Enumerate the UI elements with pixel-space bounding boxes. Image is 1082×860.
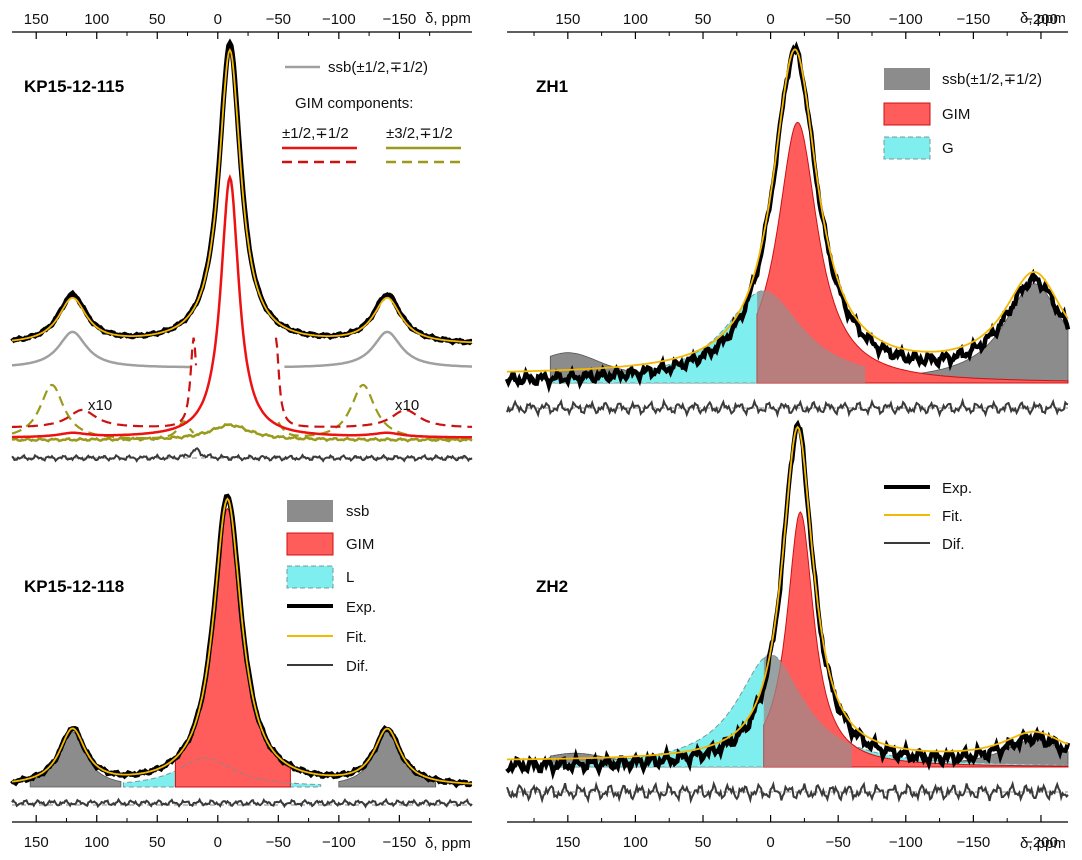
tick-label: 0	[766, 11, 774, 28]
tick-label: 50	[149, 834, 166, 851]
tick-label: −50	[266, 834, 291, 851]
gim-12-dashed-right	[274, 337, 473, 428]
tick-label: −150	[956, 834, 990, 851]
tick-label: 150	[24, 11, 49, 28]
gim-12-solid-curve	[11, 173, 472, 439]
ssb-curve-right	[284, 330, 473, 369]
tick-label: −150	[382, 834, 416, 851]
tick-label: 150	[555, 11, 580, 28]
annotation-x10-left: x10	[88, 397, 112, 414]
fit-curve	[11, 497, 473, 785]
right-top-xlabel: δ, ppm	[1020, 10, 1066, 27]
fit-curve	[507, 48, 1069, 373]
dif-curve	[506, 780, 1069, 805]
tick-label: −100	[322, 834, 356, 851]
legend-kp115: ssb(±1/2,∓1/2) GIM components: ±1/2,∓1/2…	[282, 59, 461, 164]
panel-title-zh2: ZH2	[536, 577, 568, 596]
tick-label: −50	[825, 11, 850, 28]
left-top-xlabel: δ, ppm	[425, 10, 471, 27]
ssb-curve-left	[11, 330, 192, 369]
legend-zh2-exp-text: Exp.	[942, 480, 972, 497]
legend-zh2-dif-text: Dif.	[942, 536, 965, 553]
legend-gim-swatch	[286, 532, 334, 556]
gim-12-dashed-left	[11, 337, 198, 429]
tick-label: 100	[623, 11, 648, 28]
fit-curve	[506, 425, 1069, 761]
right-top-ticks: 150 100 50 0 −50 −100 −150 −200	[533, 11, 1058, 39]
tick-label: 50	[695, 834, 712, 851]
legend-exp-text: Exp.	[346, 599, 376, 616]
legend-zh1-ssb-swatch	[884, 68, 930, 90]
legend-dif-text: Dif.	[346, 658, 369, 675]
legend-zh1-g-text: G	[942, 140, 954, 157]
tick-label: 0	[214, 834, 222, 851]
tick-label: 100	[623, 834, 648, 851]
tick-label: 100	[84, 11, 109, 28]
legend-ssb-label: ssb(±1/2,∓1/2)	[328, 59, 428, 76]
legend-l-text: L	[346, 569, 354, 586]
fit-curve	[11, 47, 473, 344]
legend-fit-text: Fit.	[346, 629, 367, 646]
legend-zh1-gim-text: GIM	[942, 106, 970, 123]
panel-zh1-curves	[504, 41, 1071, 419]
legend-zh1: ssb(±1/2,∓1/2) GIM G	[883, 68, 1042, 160]
ssb-area-left	[29, 731, 122, 788]
legend-ssb-swatch	[287, 500, 333, 522]
ssb-area-right	[338, 731, 437, 788]
panel-title-zh1: ZH1	[536, 77, 568, 96]
tick-label: 50	[695, 11, 712, 28]
dif-curve	[11, 797, 473, 809]
panel-kp115-curves	[10, 38, 473, 463]
legend-zh1-gim-swatch	[883, 102, 931, 126]
tick-label: −100	[889, 834, 923, 851]
legend-col2-label: ±3/2,∓1/2	[386, 125, 453, 142]
overlap-area	[763, 654, 852, 767]
dif-curve	[11, 447, 473, 463]
tick-label: 100	[84, 834, 109, 851]
right-bottom-ticks: 150 100 50 0 −50 −100 −150 −200	[533, 815, 1058, 851]
tick-label: −150	[382, 11, 416, 28]
tick-label: −200	[1024, 834, 1058, 851]
gim-area	[756, 121, 1069, 384]
gim-32-solid-curve	[11, 423, 473, 443]
left-top-ticks: 150 100 50 0 −50 −100 −150	[24, 11, 431, 39]
legend-zh1-g-swatch	[883, 136, 931, 160]
tick-label: 150	[555, 834, 580, 851]
legend-l-swatch	[286, 565, 334, 589]
panel-kp118-curves	[10, 493, 473, 809]
panel-title-kp115: KP15-12-115	[24, 77, 124, 96]
overlap-area	[757, 290, 866, 383]
right-bottom-xlabel: δ, ppm	[1020, 835, 1066, 852]
legend-zh2: Exp. Fit. Dif.	[884, 480, 972, 553]
legend-kp118: ssb GIM L Exp. Fit. Dif.	[286, 500, 376, 675]
legend-gim-header: GIM components:	[295, 95, 413, 112]
dif-curve	[506, 397, 1069, 419]
tick-label: −50	[825, 834, 850, 851]
tick-label: 150	[24, 834, 49, 851]
panel-zh2-curves	[505, 419, 1071, 805]
legend-gim-text: GIM	[346, 536, 374, 553]
tick-label: −150	[956, 11, 990, 28]
tick-label: −100	[889, 11, 923, 28]
tick-label: −100	[322, 11, 356, 28]
tick-label: −50	[266, 11, 291, 28]
legend-zh1-ssb-text: ssb(±1/2,∓1/2)	[942, 71, 1042, 88]
tick-label: 0	[766, 834, 774, 851]
gim-32-dashed-right	[277, 383, 472, 441]
legend-col1-label: ±1/2,∓1/2	[282, 125, 349, 142]
legend-ssb-text: ssb	[346, 503, 369, 520]
tick-label: 0	[214, 11, 222, 28]
tick-label: 50	[149, 11, 166, 28]
left-bottom-xlabel: δ, ppm	[425, 835, 471, 852]
gim-area	[174, 507, 291, 788]
tick-label: −200	[1024, 11, 1058, 28]
legend-zh2-fit-text: Fit.	[942, 508, 963, 525]
left-bottom-ticks: 150 100 50 0 −50 −100 −150	[24, 815, 431, 851]
panel-title-kp118: KP15-12-118	[24, 577, 124, 596]
annotation-x10-right: x10	[395, 397, 419, 414]
exp-curve	[504, 41, 1071, 394]
